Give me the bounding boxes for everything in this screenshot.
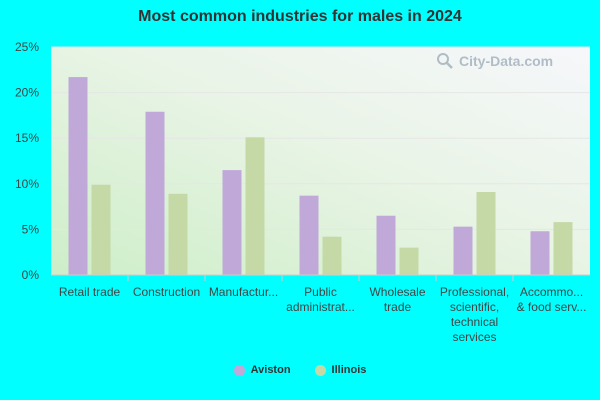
legend-item-aviston[interactable]: Aviston [233, 364, 291, 376]
bar-illinois [399, 247, 419, 275]
legend-swatch-aviston [233, 364, 245, 376]
legend-item-illinois[interactable]: Illinois [314, 364, 367, 376]
x-tick-label: Professional, scientific, technical service… [440, 285, 509, 344]
legend-label-illinois: Illinois [331, 364, 367, 376]
bar-aviston [453, 226, 473, 275]
bar-illinois [91, 184, 111, 275]
x-tick-label-line: Professional, [440, 285, 509, 299]
legend: Aviston Illinois [0, 364, 600, 376]
x-tick-label: Construction [133, 285, 200, 299]
x-tick-label-line: technical [451, 315, 498, 329]
x-tick-label-line: Retail trade [59, 285, 121, 299]
bar-aviston [299, 195, 319, 275]
x-tick-label: Wholesale trade [369, 285, 425, 314]
legend-label-aviston: Aviston [250, 364, 291, 376]
y-tick-label: 20% [15, 86, 39, 100]
bar-aviston [68, 77, 88, 275]
gridlines [51, 46, 590, 230]
x-tick-label-line: trade [384, 300, 412, 314]
watermark: City-Data.com [436, 52, 553, 70]
bar-illinois [168, 193, 188, 275]
x-tick-label: Accommo... & food serv... [517, 285, 587, 314]
bars [68, 77, 573, 275]
x-tick-label: Public administrat... [286, 285, 355, 314]
x-tick-label-line: Manufactur... [209, 285, 278, 299]
plot-background [51, 47, 590, 275]
y-tick-label: 0% [22, 268, 40, 282]
y-tick-label: 10% [15, 177, 39, 191]
x-tick-label-line: services [452, 330, 496, 344]
x-tick-label-line: Public [304, 285, 337, 299]
bar-illinois [476, 192, 496, 275]
bar-illinois [553, 222, 573, 275]
x-tick-label-line: Wholesale [369, 285, 425, 299]
x-tick-label-line: Accommo... [520, 285, 583, 299]
chart-title: Most common industries for males in 2024 [138, 8, 462, 25]
bar-illinois [245, 137, 265, 275]
legend-swatch-illinois [314, 364, 326, 376]
bar-aviston [376, 215, 396, 275]
y-tick-label: 15% [15, 131, 39, 145]
bar-aviston [145, 111, 165, 275]
bar-aviston [222, 170, 242, 275]
y-tick-label: 25% [15, 40, 39, 54]
axis-ticks: 0% 5% 10% 15% 20% 25% Retail trade Construction… [15, 40, 586, 344]
x-tick-label: Retail trade [59, 285, 121, 299]
watermark-text: City-Data.com [459, 53, 554, 69]
x-tick-label: Manufactur... [209, 285, 278, 299]
y-tick-label: 5% [22, 222, 40, 236]
x-tick-label-line: scientific, [450, 300, 499, 314]
x-tick-label-line: & food serv... [517, 300, 587, 314]
bar-illinois [322, 236, 342, 275]
x-tick-label-line: administrat... [286, 300, 355, 314]
x-tick-label-line: Construction [133, 285, 200, 299]
magnifier-icon [437, 53, 453, 69]
bar-aviston [530, 231, 550, 275]
